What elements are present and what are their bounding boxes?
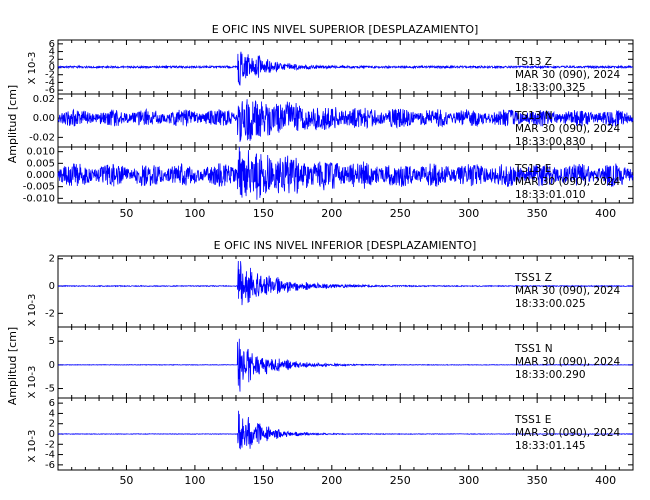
station-label: TSS1 E — [514, 414, 551, 426]
date-label: MAR 30 (090), 2024 — [515, 356, 621, 368]
y-tick-label: 4 — [49, 47, 55, 58]
y-tick-label: -0.005 — [23, 182, 55, 193]
waveform-trace — [57, 99, 634, 142]
upper-z-scale-label: X 10-3 — [27, 52, 38, 85]
x-tick-label: 150 — [253, 474, 274, 487]
x-tick-label: 200 — [321, 207, 342, 220]
waveform-trace — [57, 146, 634, 200]
waveform-trace — [57, 51, 633, 86]
x-tick-label: 300 — [458, 207, 479, 220]
y-tick-label: 0.010 — [26, 147, 55, 158]
x-tick-label: 50 — [119, 207, 133, 220]
y-tick-label: 0 — [49, 62, 55, 73]
y-tick-label: 0 — [49, 281, 55, 292]
y-tick-label: -2 — [45, 439, 55, 450]
y-tick-label: -6 — [45, 460, 55, 471]
time-label: 18:33:01.010 — [515, 189, 586, 201]
x-tick-label: 400 — [595, 207, 616, 220]
date-label: MAR 30 (090), 2024 — [515, 176, 621, 188]
waveform-trace — [57, 260, 634, 306]
y-tick-label: -4 — [45, 77, 55, 88]
x-tick-label: 50 — [119, 474, 133, 487]
y-tick-label: 2 — [49, 419, 55, 430]
date-label: MAR 30 (090), 2024 — [515, 285, 621, 297]
y-tick-label: 0.00 — [33, 113, 55, 124]
waveform-trace — [57, 410, 634, 450]
date-label: MAR 30 (090), 2024 — [515, 427, 621, 439]
x-tick-label: 350 — [527, 207, 548, 220]
y-tick-label: 0.005 — [26, 158, 55, 169]
station-label: TS13 Z — [514, 56, 552, 68]
time-label: 18:33:01.145 — [515, 440, 586, 452]
y-tick-label: -0.010 — [23, 193, 55, 204]
y-tick-label: -2 — [45, 308, 55, 319]
x-tick-label: 400 — [595, 474, 616, 487]
y-tick-label: -2 — [45, 70, 55, 81]
x-tick-label: 350 — [527, 474, 548, 487]
lower-n-scale-label: X 10-3 — [27, 366, 38, 399]
waveform-trace — [57, 338, 634, 392]
y-tick-label: 0.02 — [33, 94, 55, 105]
time-label: 18:33:00.325 — [515, 82, 586, 94]
lower-y-axis-label: Amplitud [cm] — [6, 327, 19, 405]
y-tick-label: -5 — [45, 384, 55, 395]
y-tick-label: -0.02 — [29, 132, 55, 143]
y-tick-label: 5 — [49, 336, 55, 347]
y-tick-label: 0.000 — [26, 170, 55, 181]
lower-e-scale-label: X 10-3 — [27, 430, 38, 463]
x-tick-label: 100 — [184, 474, 205, 487]
date-label: MAR 30 (090), 2024 — [515, 123, 621, 135]
lower-z-scale-label: X 10-3 — [27, 294, 38, 327]
time-label: 18:33:00.830 — [515, 136, 586, 148]
x-tick-label: 200 — [321, 474, 342, 487]
y-tick-label: -4 — [45, 450, 55, 461]
y-tick-label: 4 — [49, 408, 55, 419]
x-tick-label: 300 — [458, 474, 479, 487]
x-tick-label: 250 — [390, 207, 411, 220]
y-tick-label: 0 — [49, 360, 55, 371]
x-tick-label: 250 — [390, 474, 411, 487]
x-tick-label: 100 — [184, 207, 205, 220]
station-label: TSS1 Z — [514, 272, 552, 284]
y-tick-label: 2 — [49, 54, 55, 65]
y-tick-label: 0 — [49, 429, 55, 440]
y-tick-label: -6 — [45, 85, 55, 96]
time-label: 18:33:00.025 — [515, 298, 586, 310]
station-label: TSS1 N — [514, 343, 553, 355]
time-label: 18:33:00.290 — [515, 369, 586, 381]
date-label: MAR 30 (090), 2024 — [515, 69, 621, 81]
station-label: TS13 N — [514, 110, 553, 122]
station-label: TS13 E — [514, 163, 551, 175]
x-tick-label: 150 — [253, 207, 274, 220]
y-tick-label: 2 — [49, 254, 55, 265]
y-tick-label: 6 — [49, 39, 55, 50]
lower-chart-title: E OFIC INS NIVEL INFERIOR [DESPLAZAMIENT… — [214, 239, 477, 252]
upper-y-axis-label: Amplitud [cm] — [6, 85, 19, 163]
y-tick-label: 6 — [49, 398, 55, 409]
upper-chart-title: E OFIC INS NIVEL SUPERIOR [DESPLAZAMIENT… — [212, 23, 479, 36]
